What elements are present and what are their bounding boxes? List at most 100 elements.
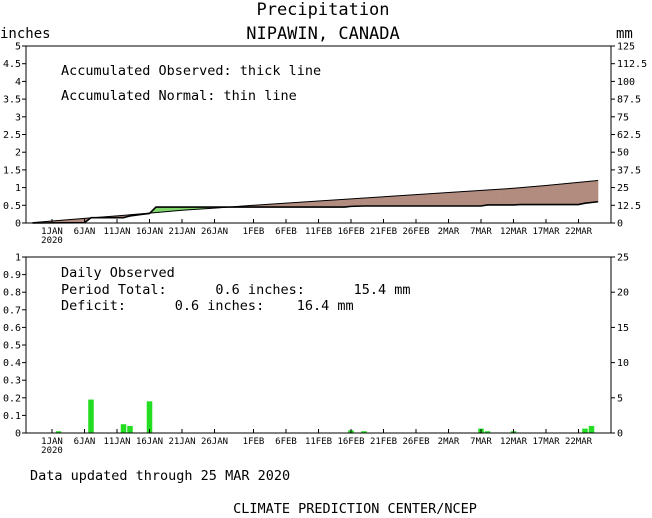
deficit-fill-strip bbox=[513, 187, 518, 206]
x-tick-label: 26FEB bbox=[402, 437, 429, 447]
x-year-label: 2020 bbox=[41, 236, 63, 246]
x-tick-label: 11JAN bbox=[103, 437, 130, 447]
left-y-tick-label: 2.5 bbox=[3, 130, 21, 141]
x-year-label: 2020 bbox=[41, 446, 63, 456]
deficit-fill-strip bbox=[405, 194, 410, 207]
left-y-tick-label: 2 bbox=[15, 148, 21, 159]
deficit-fill-strip bbox=[308, 201, 313, 208]
left-y-tick-label: 0 bbox=[15, 429, 21, 440]
deficit-fill-strip bbox=[519, 187, 524, 205]
deficit-fill-strip bbox=[435, 192, 440, 207]
deficit-fill-strip bbox=[457, 191, 462, 207]
deficit-fill-strip bbox=[422, 193, 427, 207]
deficit-fill-strip bbox=[581, 181, 586, 205]
x-tick-label: 21FEB bbox=[370, 227, 397, 237]
deficit-fill-strip bbox=[480, 189, 485, 207]
deficit-fill-strip bbox=[574, 182, 579, 205]
left-y-tick-label: 0.9 bbox=[3, 270, 21, 281]
deficit-fill-strip bbox=[337, 199, 342, 208]
deficit-fill-strip bbox=[594, 180, 599, 203]
deficit-fill-strip bbox=[522, 186, 527, 205]
deficit-fill-strip bbox=[578, 181, 583, 205]
left-y-tick-label: 0 bbox=[15, 219, 21, 230]
x-tick-label: 2MAR bbox=[438, 437, 460, 447]
right-y-tick-label: 75 bbox=[617, 112, 629, 123]
deficit-fill-strip bbox=[558, 183, 563, 205]
x-tick-label: 1JAN bbox=[41, 437, 63, 447]
deficit-fill-strip bbox=[532, 185, 537, 205]
deficit-fill-strip bbox=[431, 193, 436, 207]
deficit-fill-strip bbox=[451, 191, 456, 207]
deficit-fill-strip bbox=[477, 190, 482, 207]
deficit-fill-strip bbox=[321, 200, 326, 208]
right-y-tick-label: 25 bbox=[617, 183, 629, 194]
deficit-fill-strip bbox=[474, 190, 479, 207]
deficit-fill-strip bbox=[526, 186, 531, 205]
legend-normal-note: Accumulated Normal: thin line bbox=[61, 88, 297, 104]
deficit-fill-strip bbox=[366, 197, 371, 207]
right-y-tick-label: 112.5 bbox=[617, 59, 647, 70]
deficit-fill-strip bbox=[373, 196, 378, 207]
deficit-fill-strip bbox=[428, 193, 433, 207]
right-y-tick-label: 12.5 bbox=[617, 201, 641, 212]
deficit-fill-strip bbox=[552, 184, 557, 205]
deficit-fill-strip bbox=[340, 199, 345, 208]
surplus-fill-strip bbox=[155, 206, 160, 213]
x-tick-label: 7MAR bbox=[470, 227, 492, 237]
left-y-tick-label: 1 bbox=[15, 253, 21, 264]
chart-title: Precipitation bbox=[256, 0, 389, 20]
deficit-fill-strip bbox=[396, 195, 401, 207]
daily-precip-bar bbox=[361, 431, 367, 433]
x-tick-label: 11FEB bbox=[305, 437, 332, 447]
accumulated-observed-line bbox=[32, 200, 599, 224]
left-y-tick-label: 0.7 bbox=[3, 305, 21, 316]
deficit-fill-strip bbox=[402, 194, 407, 207]
x-tick-label: 6FEB bbox=[275, 227, 297, 237]
left-y-tick-label: 0.8 bbox=[3, 288, 21, 299]
deficit-fill-strip bbox=[357, 197, 362, 207]
deficit-fill-strip bbox=[370, 197, 375, 207]
left-y-tick-label: 3.5 bbox=[3, 95, 21, 106]
deficit-fill-strip bbox=[399, 195, 404, 207]
deficit-fill-strip bbox=[318, 200, 323, 208]
deficit-fill-strip bbox=[350, 198, 355, 207]
deficit-fill-strip bbox=[535, 185, 540, 205]
deficit-fill-strip bbox=[305, 201, 310, 208]
deficit-fill-strip bbox=[568, 182, 573, 205]
deficit-fill-strip bbox=[331, 199, 336, 208]
x-tick-label: 17MAR bbox=[532, 437, 560, 447]
deficit-fill-strip bbox=[383, 196, 388, 207]
deficit-fill-strip bbox=[454, 191, 459, 207]
deficit-fill-strip bbox=[464, 190, 469, 207]
deficit-fill-strip bbox=[487, 189, 492, 206]
x-tick-label: 11FEB bbox=[305, 227, 332, 237]
right-y-tick-label: 20 bbox=[617, 288, 629, 299]
x-tick-label: 17MAR bbox=[532, 227, 560, 237]
x-tick-label: 2MAR bbox=[438, 227, 460, 237]
deficit-fill-strip bbox=[441, 192, 446, 207]
right-y-tick-label: 37.5 bbox=[617, 165, 641, 176]
credit-line: CLIMATE PREDICTION CENTER/NCEP bbox=[233, 501, 477, 517]
deficit-fill-strip bbox=[334, 199, 339, 208]
x-tick-label: 22MAR bbox=[565, 227, 593, 237]
deficit-fill-strip bbox=[529, 186, 534, 205]
x-tick-label: 12MAR bbox=[500, 227, 528, 237]
daily-panel: 00.10.20.30.40.50.60.70.80.910510152025 … bbox=[3, 253, 629, 457]
left-y-tick-label: 0.4 bbox=[3, 358, 21, 369]
deficit-fill-strip bbox=[344, 198, 349, 208]
left-y-tick-label: 0.2 bbox=[3, 393, 21, 404]
left-y-tick-label: 4.5 bbox=[3, 59, 21, 70]
left-y-tick-label: 0.5 bbox=[3, 201, 21, 212]
deficit-fill-strip bbox=[516, 187, 521, 206]
deficit-fill-strip bbox=[493, 189, 498, 206]
daily-precip-bar bbox=[55, 431, 62, 433]
deficit-fill-strip bbox=[591, 180, 596, 203]
deficit-fill-strip bbox=[386, 196, 391, 207]
accumulated-normal-line bbox=[32, 180, 599, 224]
deficit-fill-strip bbox=[376, 196, 381, 207]
x-tick-label: 12MAR bbox=[500, 437, 528, 447]
accumulated-y-ticks: 00.511.522.533.544.55012.52537.55062.575… bbox=[3, 42, 647, 230]
deficit-fill-strip bbox=[503, 188, 508, 206]
